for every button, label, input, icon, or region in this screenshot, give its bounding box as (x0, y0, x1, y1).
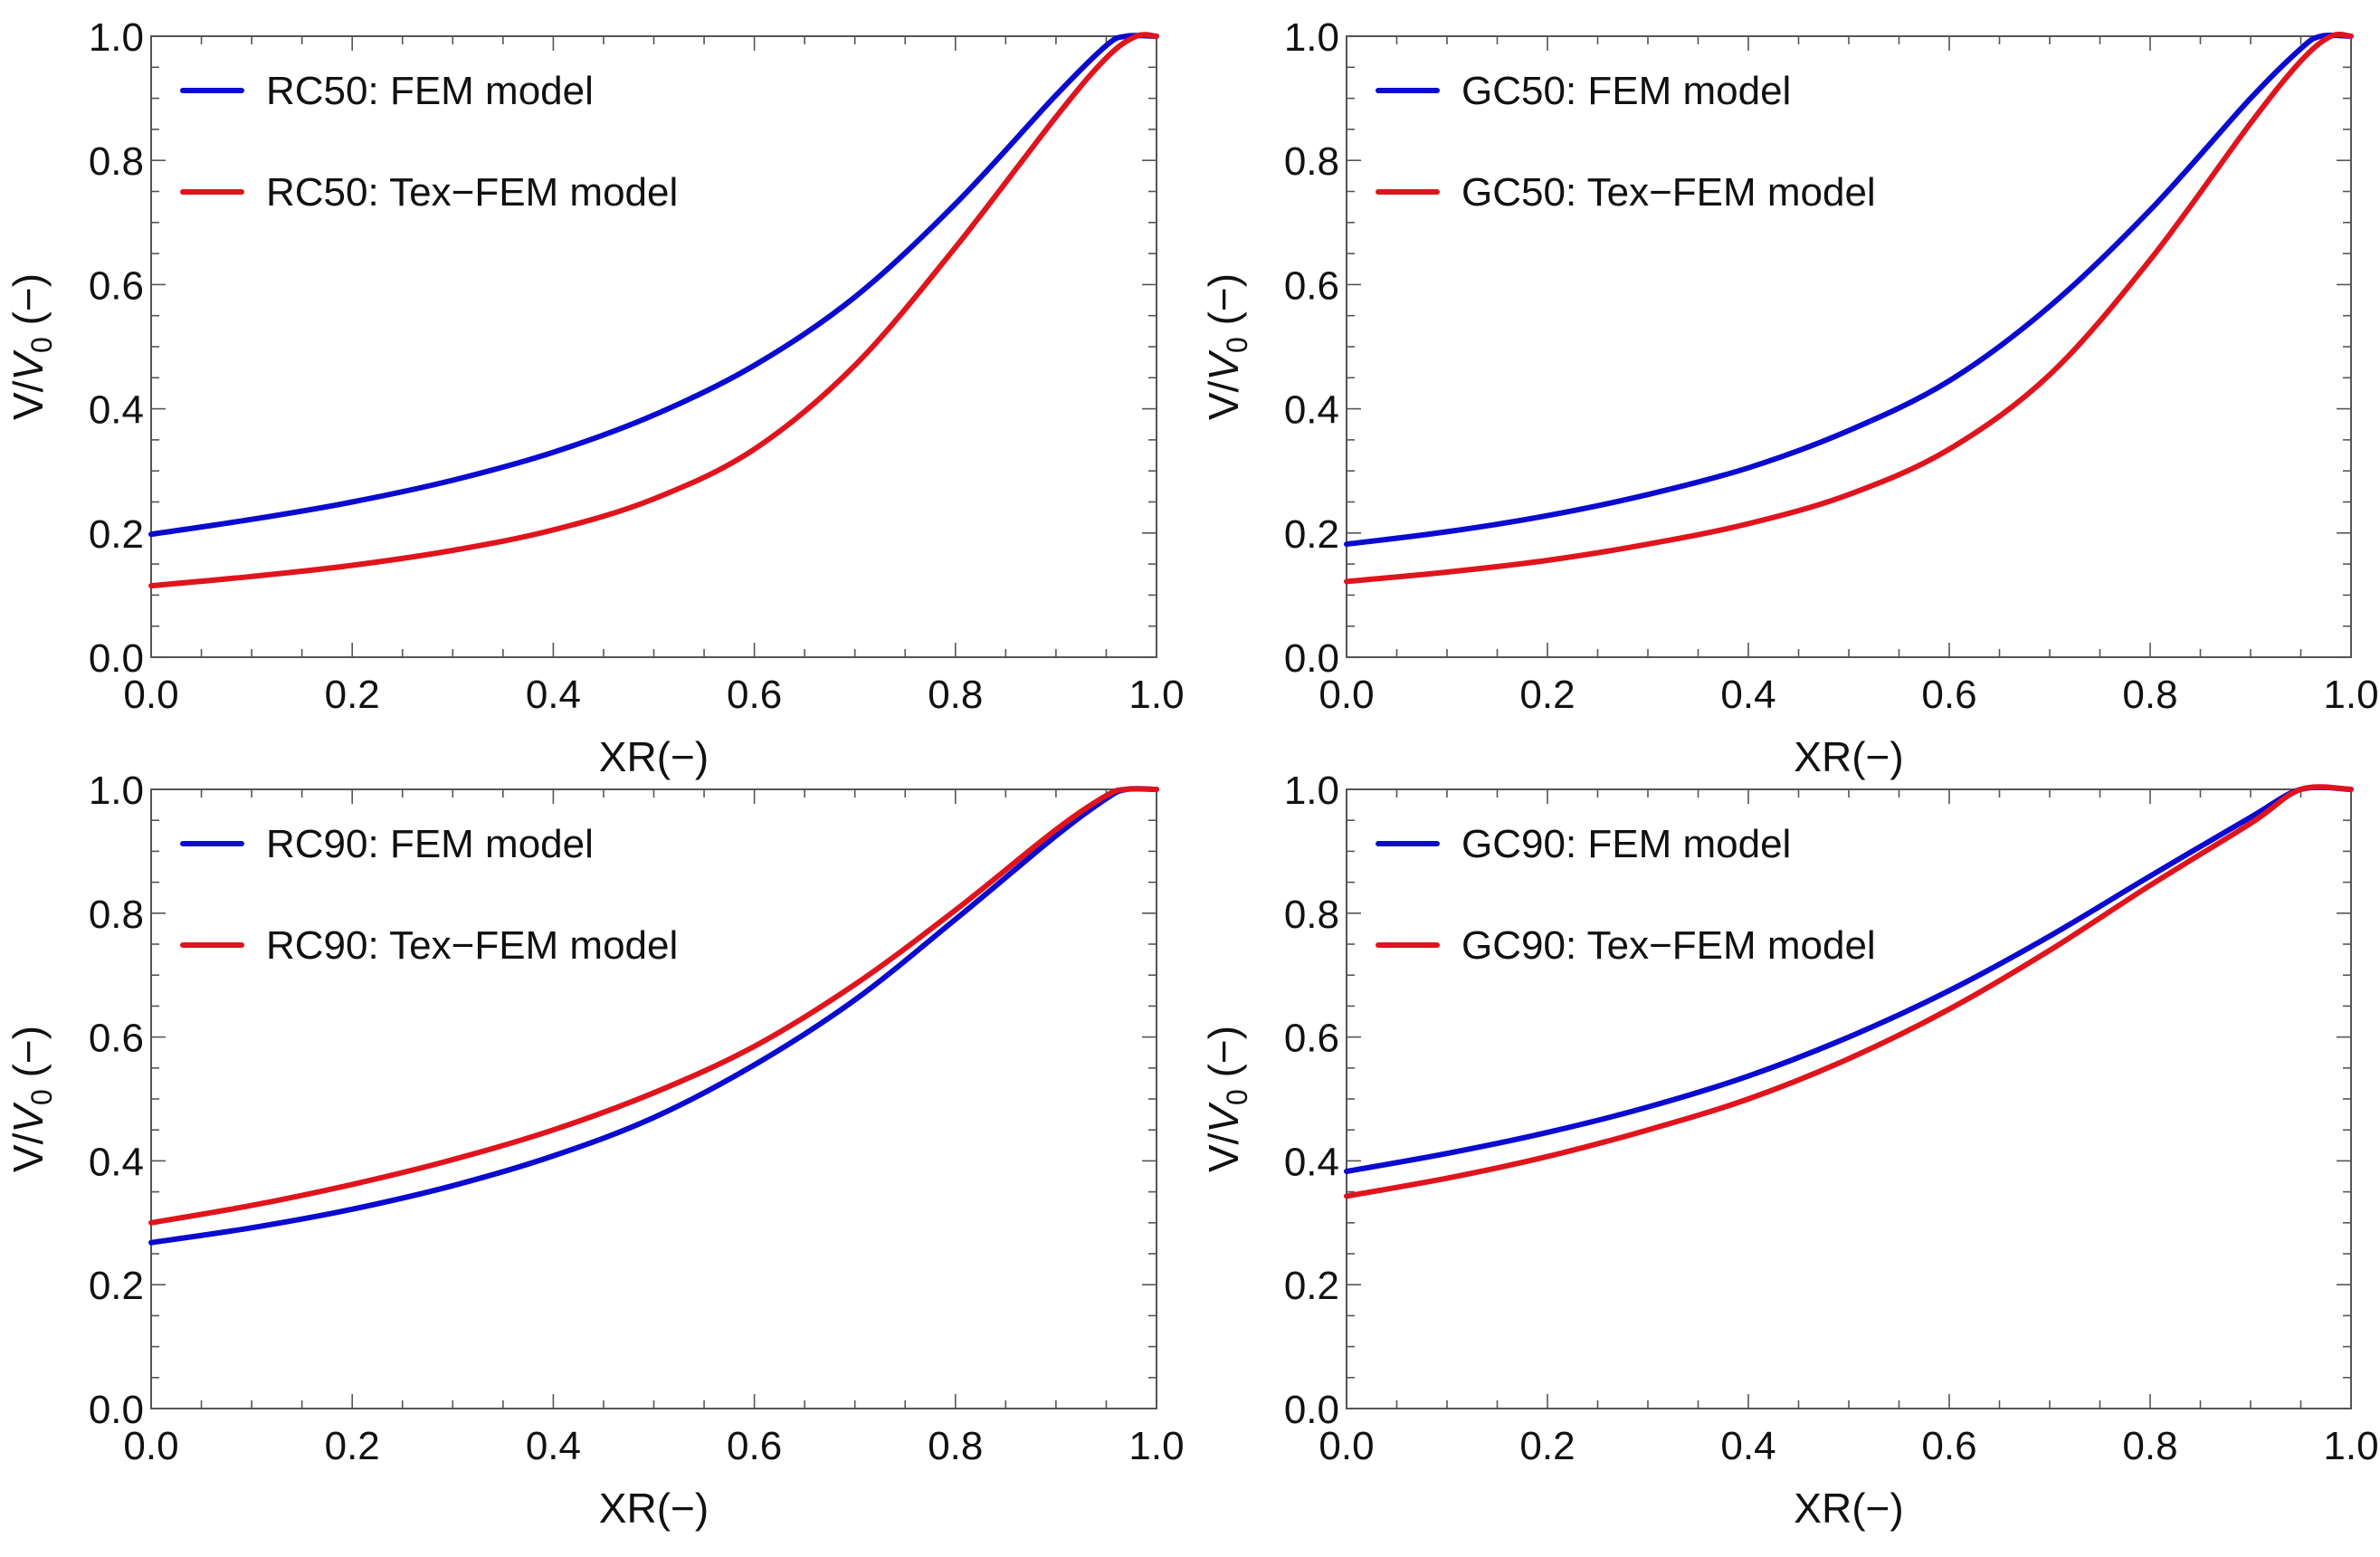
x-tick-label: 0.8 (2122, 1424, 2177, 1468)
legend-entry: RC50: FEM model (266, 69, 594, 113)
x-tick-label: 0.0 (123, 673, 178, 717)
x-tick-label: 0.2 (325, 1424, 380, 1468)
plot-frame (150, 35, 1157, 658)
x-tick-label: 0.4 (526, 1424, 581, 1468)
x-axis-label: XR(−) (599, 1485, 709, 1532)
y-tick-label: 1.0 (1284, 15, 1339, 60)
y-axis-label-main: V/ (5, 1132, 52, 1172)
y-axis-label-tail: (−) (1200, 1026, 1247, 1089)
series-line-fem (1344, 32, 2354, 548)
y-axis-label-sub: 0 (25, 337, 58, 353)
y-tick-label: 0.0 (1284, 1388, 1339, 1432)
y-tick-label: 0.6 (1284, 263, 1339, 308)
y-tick-label: 0.2 (89, 512, 144, 557)
y-axis-label-tail: (−) (5, 273, 52, 337)
y-axis-label: V/V0 (−) (5, 1026, 58, 1172)
y-tick-label: 0.4 (1284, 388, 1339, 433)
plot-frame (1346, 788, 2352, 1409)
x-tick-label: 1.0 (2323, 1424, 2378, 1468)
y-axis-label-tail: (−) (1200, 273, 1247, 337)
y-tick-label: 0.8 (1284, 139, 1339, 184)
x-tick-label: 0.6 (1921, 1424, 1976, 1468)
y-tick-label: 0.4 (89, 1140, 144, 1184)
series-line-tex-fem (148, 32, 1159, 589)
x-tick-label: 0.6 (1921, 673, 1976, 717)
series-line-tex-fem (1344, 784, 2354, 1199)
y-tick-label: 0.8 (1284, 893, 1339, 937)
y-axis-label: V/V0 (−) (1200, 1026, 1253, 1172)
y-tick-label: 0.6 (1284, 1017, 1339, 1061)
x-tick-label: 0.6 (727, 1424, 782, 1468)
y-axis-label-sub: 0 (25, 1089, 58, 1105)
x-tick-label: 0.4 (526, 673, 581, 717)
minor-ticks (150, 788, 1157, 1409)
y-tick-label: 0.2 (1284, 512, 1339, 557)
x-tick-label: 1.0 (1128, 1424, 1184, 1468)
x-tick-label: 0.4 (1720, 673, 1775, 717)
chart-panel-4: 0.0 0.2 0.4 0.6 0.8 1.0 0.0 0.2 0.4 0.6 0.8 1.0 XR(−… (1200, 769, 2379, 1532)
x-tick-label: 0.8 (928, 673, 983, 717)
y-tick-label: 0.6 (89, 263, 144, 308)
y-axis-label-sub: 0 (1221, 1089, 1253, 1105)
legend-entry: RC90: FEM model (266, 822, 594, 866)
y-tick-label: 0.0 (89, 636, 144, 681)
legend-entry: RC50: Tex−FEM model (266, 170, 678, 215)
chart-panel-2: 0.0 0.2 0.4 0.6 0.8 1.0 0.0 0.2 0.4 0.6 0.8 1.0 XR(−… (1200, 15, 2379, 780)
x-tick-label: 0.2 (1519, 1424, 1575, 1468)
y-axis-label-main: V/ (5, 380, 52, 420)
x-axis-label: XR(−) (1794, 1485, 1903, 1532)
x-axis-label: XR(−) (599, 733, 709, 780)
x-tick-label: 0.6 (727, 673, 782, 717)
x-tick-label: 0.2 (1519, 673, 1575, 717)
legend-entry: GC90: FEM model (1461, 822, 1791, 866)
series-line-fem (148, 33, 1159, 538)
series-line-tex-fem (148, 786, 1159, 1226)
y-axis-label-tail: (−) (5, 1026, 52, 1089)
plot-frame (150, 788, 1157, 1409)
x-tick-label: 0.4 (1720, 1424, 1775, 1468)
y-tick-label: 0.0 (89, 1388, 144, 1432)
series-line-fem (148, 786, 1159, 1246)
y-tick-label: 1.0 (89, 15, 144, 60)
minor-ticks (150, 35, 1157, 658)
y-tick-label: 0.2 (1284, 1264, 1339, 1308)
x-tick-label: 0.0 (1319, 673, 1374, 717)
y-axis-label-italic: V (5, 1102, 52, 1133)
y-axis-label-main: V/ (1200, 1132, 1247, 1172)
x-tick-label: 1.0 (1128, 673, 1184, 717)
y-tick-label: 0.6 (89, 1017, 144, 1061)
y-axis-label-main: V/ (1200, 380, 1247, 420)
legend-entry: GC90: Tex−FEM model (1461, 923, 1876, 968)
x-tick-label: 0.8 (2122, 673, 2177, 717)
y-axis-label-italic: V (5, 349, 52, 381)
minor-ticks (1346, 788, 2352, 1409)
y-tick-label: 0.2 (89, 1264, 144, 1308)
x-tick-label: 0.2 (325, 673, 380, 717)
chart-panel-1: 0.0 0.2 0.4 0.6 0.8 1.0 0.0 0.2 0.4 0.6 0.8 1.0 XR(−… (5, 15, 1185, 780)
y-axis-label-italic: V (1200, 349, 1247, 381)
x-tick-label: 0.0 (1319, 1424, 1374, 1468)
x-tick-label: 0.0 (123, 1424, 178, 1468)
y-axis-label: V/V0 (−) (5, 273, 58, 420)
legend-entry: RC90: Tex−FEM model (266, 923, 678, 968)
y-tick-label: 0.4 (89, 388, 144, 433)
y-axis-label-italic: V (1200, 1102, 1247, 1133)
y-tick-label: 0.8 (89, 893, 144, 937)
x-tick-label: 0.8 (928, 1424, 983, 1468)
series-line-fem (1344, 784, 2354, 1174)
y-tick-label: 1.0 (1284, 769, 1339, 813)
x-axis-label: XR(−) (1794, 733, 1903, 780)
chart-panel-3: 0.0 0.2 0.4 0.6 0.8 1.0 0.0 0.2 0.4 0.6 0.8 1.0 XR(−… (5, 769, 1185, 1532)
legend-entry: GC50: Tex−FEM model (1461, 170, 1876, 215)
y-tick-label: 1.0 (89, 769, 144, 813)
y-tick-label: 0.0 (1284, 636, 1339, 681)
legend-entry: GC50: FEM model (1461, 69, 1791, 113)
y-axis-label-sub: 0 (1221, 337, 1253, 353)
series-line-tex-fem (1344, 31, 2354, 585)
x-tick-label: 1.0 (2323, 673, 2378, 717)
y-tick-label: 0.8 (89, 139, 144, 184)
y-tick-label: 0.4 (1284, 1140, 1339, 1184)
y-axis-label: V/V0 (−) (1200, 273, 1253, 420)
